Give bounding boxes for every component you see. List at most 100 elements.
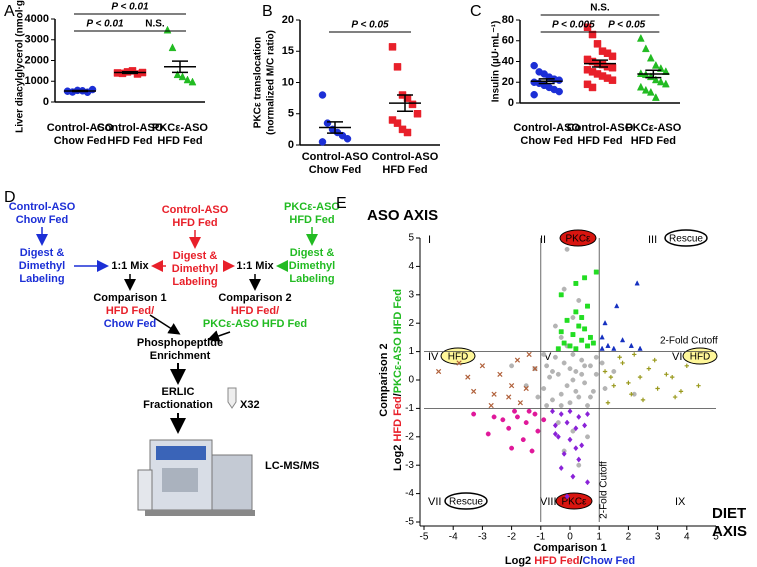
data-point — [602, 320, 608, 326]
data-point — [588, 30, 597, 39]
data-point — [634, 280, 640, 286]
data-point — [656, 77, 665, 86]
data-point — [590, 340, 596, 346]
data-point — [532, 366, 538, 372]
data-point — [561, 340, 567, 346]
data-point — [602, 369, 608, 374]
panel-letter: A — [4, 3, 15, 20]
step-label: Dimethyl — [289, 260, 335, 272]
data-point — [491, 414, 497, 420]
step-label: Labeling — [289, 273, 334, 285]
y-tick-label: 60 — [502, 35, 514, 47]
data-point — [523, 420, 529, 426]
data-point — [582, 422, 588, 429]
data-point — [541, 351, 547, 357]
data-point — [555, 420, 561, 426]
y-tick-label: 2000 — [25, 54, 49, 66]
data-point — [508, 383, 515, 389]
quadrant-label: II — [540, 234, 546, 246]
data-point — [608, 52, 617, 61]
quadrant-label: VIII — [540, 496, 557, 508]
x-tick-label: 1 — [596, 532, 602, 543]
quadrant-tag: HFD — [690, 352, 711, 363]
data-point — [544, 403, 550, 409]
data-point — [558, 292, 564, 298]
significance-label: P < 0.05 — [608, 20, 646, 31]
workflow-diagram: D Control-ASO Chow Fed Control-ASO HFD F… — [4, 189, 340, 516]
data-point — [599, 360, 605, 366]
quadrant-tag: HFD — [448, 352, 469, 363]
sample-label: Control-ASO — [9, 201, 76, 213]
data-point — [636, 82, 645, 91]
x-axis-label: Log2 HFD Fed/Chow Fed — [505, 555, 635, 567]
data-point — [393, 63, 402, 71]
data-point — [530, 61, 538, 70]
data-point — [549, 408, 556, 415]
comparison-label: PKCε-ASO HFD Fed — [203, 318, 307, 330]
data-point — [593, 371, 599, 377]
data-point — [523, 385, 529, 392]
x-tick-label: -1 — [536, 532, 545, 543]
step-label: Dimethyl — [19, 260, 65, 272]
x-tick-label: Control-ASO — [372, 151, 439, 163]
data-point — [555, 346, 561, 352]
quadrant-label: VII — [428, 496, 441, 508]
data-point — [435, 368, 442, 375]
data-point — [485, 431, 491, 437]
significance-label: P < 0.05 — [351, 20, 389, 31]
cutoff-label: 2-Fold Cutoff — [660, 336, 718, 347]
mix-label: 1:1 Mix — [111, 260, 149, 272]
data-point — [599, 334, 605, 340]
data-point — [585, 403, 590, 409]
error-bar — [538, 78, 555, 85]
y-tick-label: 1 — [408, 346, 414, 357]
sample-label: Control-ASO — [162, 204, 229, 216]
data-point — [550, 369, 555, 374]
x-tick-label: Control-ASO — [97, 122, 164, 134]
data-point — [637, 374, 643, 380]
x-tick-label: -4 — [449, 532, 458, 543]
quadrant-label: I — [428, 234, 431, 246]
data-point — [558, 334, 564, 340]
data-point — [576, 323, 582, 329]
data-point — [535, 394, 541, 400]
data-point — [479, 363, 486, 369]
data-point — [584, 479, 591, 486]
quadrant-label: V — [544, 351, 552, 363]
data-point — [497, 371, 503, 377]
data-point — [582, 363, 588, 369]
data-point — [576, 462, 582, 468]
x-tick-label: Chow Fed — [309, 164, 362, 176]
data-point — [590, 388, 596, 394]
data-point — [570, 473, 576, 480]
data-point — [628, 342, 634, 348]
data-point — [570, 377, 576, 383]
data-point — [570, 332, 576, 338]
data-point — [576, 394, 582, 400]
step-label: Digest & — [20, 247, 65, 259]
data-point — [640, 397, 646, 403]
data-point — [576, 413, 582, 420]
data-point — [413, 110, 422, 118]
error-bar — [397, 94, 413, 112]
mix-label: 1:1 Mix — [236, 260, 274, 272]
step-label: Enrichment — [150, 350, 211, 362]
data-point — [587, 334, 593, 340]
chart-title: ASO AXIS — [367, 207, 438, 224]
x-tick-label: HFD Fed — [382, 164, 427, 176]
data-point — [509, 445, 515, 451]
x-tick-label: 0 — [567, 532, 573, 543]
x-tick-label: Control-ASO — [567, 122, 634, 134]
step-label: Phosphopeptide — [137, 337, 223, 349]
data-point — [555, 371, 561, 377]
data-point — [567, 343, 573, 349]
data-point — [558, 403, 564, 409]
data-point — [619, 337, 626, 343]
data-point — [561, 450, 567, 457]
data-point — [617, 355, 622, 360]
x-tick-label: -2 — [507, 532, 516, 543]
x-tick-label: 5 — [713, 532, 719, 543]
x-tick-label: 2 — [626, 532, 632, 543]
panel-letter: D — [4, 189, 16, 206]
data-point — [631, 391, 637, 397]
